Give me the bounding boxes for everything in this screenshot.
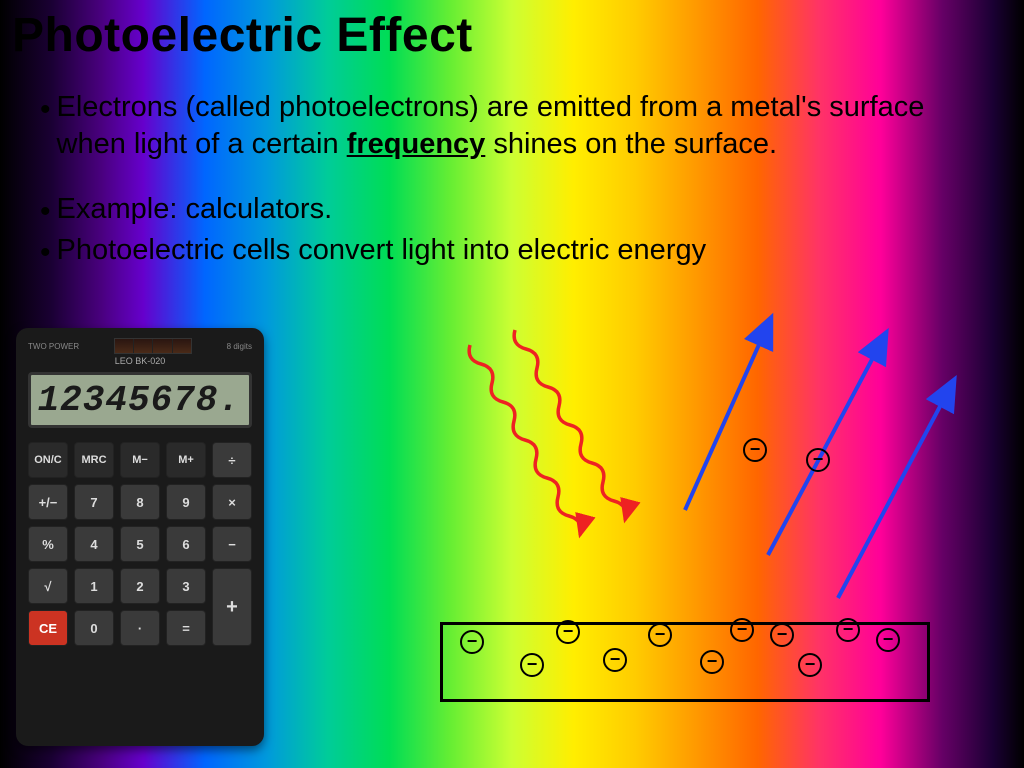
- bullet-1-post: shines on the surface.: [485, 128, 777, 160]
- calc-button: 9: [166, 484, 206, 520]
- ejected-electron-arrow: [768, 335, 885, 555]
- calc-button: 0: [74, 610, 114, 646]
- calc-button: 5: [120, 526, 160, 562]
- electron-icon: [798, 653, 822, 677]
- calc-button: −: [212, 526, 252, 562]
- electron-icon: [648, 623, 672, 647]
- electron-icon: [460, 630, 484, 654]
- electron-icon: [836, 618, 860, 642]
- calc-button: √: [28, 568, 68, 604]
- calc-button: M+: [166, 442, 206, 478]
- calc-button: ON/C: [28, 442, 68, 478]
- electron-icon: [770, 623, 794, 647]
- calc-button: =: [166, 610, 206, 646]
- electron-icon: [556, 620, 580, 644]
- electron-icon: [700, 650, 724, 674]
- photon-wave: [469, 345, 581, 535]
- calc-button: +/−: [28, 484, 68, 520]
- calculator-image: TWO POWER 8 digits LEO BK-020 12345678. …: [16, 328, 264, 746]
- calc-button: MRC: [74, 442, 114, 478]
- calc-button: 3: [166, 568, 206, 604]
- electron-icon: [743, 438, 767, 462]
- bullet-dot-icon: •: [40, 238, 51, 268]
- calc-button-grid: ON/CMRCM−M+÷ +/−789×%456− √123+ CE0·=: [28, 442, 252, 646]
- bullet-1-keyword: frequency: [347, 128, 486, 160]
- calc-button: 4: [74, 526, 114, 562]
- electron-icon: [730, 618, 754, 642]
- calc-button: 2: [120, 568, 160, 604]
- calc-digits-label: 8 digits: [227, 342, 252, 351]
- electron-icon: [876, 628, 900, 652]
- solar-panel-icon: [114, 338, 192, 354]
- bullet-dot-icon: •: [40, 95, 51, 125]
- calc-brand-label: TWO POWER: [28, 342, 79, 351]
- calc-button: 8: [120, 484, 160, 520]
- electron-icon: [520, 653, 544, 677]
- photoelectric-diagram: [410, 310, 980, 730]
- content-area: TWO POWER 8 digits LEO BK-020 12345678. …: [0, 320, 1024, 768]
- ejected-electron-arrow: [838, 382, 953, 598]
- calc-button: M−: [120, 442, 160, 478]
- calc-button: ×: [212, 484, 252, 520]
- calc-model-label: LEO BK-020: [28, 356, 252, 366]
- calc-button: 1: [74, 568, 114, 604]
- bullet-3-text: Photoelectric cells convert light into e…: [57, 232, 707, 269]
- ejected-electron-arrow: [685, 320, 770, 510]
- calc-display: 12345678.: [28, 372, 252, 428]
- calc-button: +: [212, 568, 252, 646]
- calc-button: ÷: [212, 442, 252, 478]
- calc-button: 6: [166, 526, 206, 562]
- photon-wave: [514, 330, 626, 520]
- electron-icon: [603, 648, 627, 672]
- calc-button: CE: [28, 610, 68, 646]
- bullet-block-1: • Electrons (called photoelectrons) are …: [40, 89, 996, 163]
- electron-icon: [806, 448, 830, 472]
- bullet-block-2: • Example: calculators. • Photoelectric …: [40, 191, 996, 269]
- calc-button: ·: [120, 610, 160, 646]
- bullet-1-text: Electrons (called photoelectrons) are em…: [57, 89, 996, 163]
- bullet-2-text: Example: calculators.: [57, 191, 333, 228]
- bullet-dot-icon: •: [40, 197, 51, 227]
- calc-button: %: [28, 526, 68, 562]
- slide-title: Photoelectric Effect: [0, 0, 1024, 71]
- calc-button: 7: [74, 484, 114, 520]
